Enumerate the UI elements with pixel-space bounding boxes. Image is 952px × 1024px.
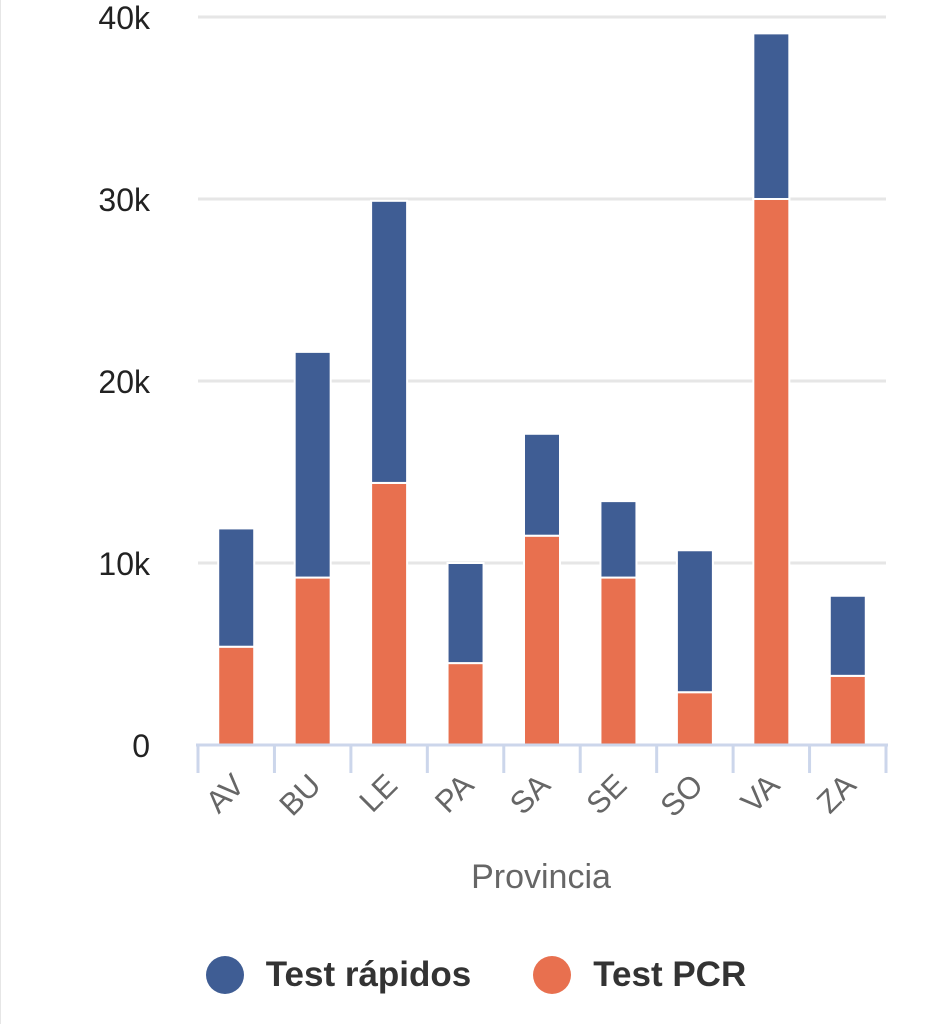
x-axis: AV BU LE PA SA SE SO VA ZA <box>196 743 888 824</box>
x-tick-label: VA <box>734 767 787 820</box>
legend-item-rapidos[interactable]: Test rápidos <box>205 955 472 995</box>
bar-bu-rapidos[interactable] <box>293 350 332 579</box>
x-tick-label: SE <box>579 767 633 821</box>
bar-za-pcr[interactable] <box>828 674 867 747</box>
chart-legend: Test rápidos Test PCR <box>0 945 952 1005</box>
legend-label-pcr: Test PCR <box>593 955 747 994</box>
bar-va-rapidos[interactable] <box>752 32 791 200</box>
y-tick-label: 40k <box>98 0 151 36</box>
bar-pa-rapidos[interactable] <box>446 562 485 665</box>
bar-le-pcr[interactable] <box>370 481 409 746</box>
bar-se-rapidos[interactable] <box>599 500 638 579</box>
bar-sa-rapidos[interactable] <box>523 432 561 537</box>
x-tick-label: BU <box>272 767 327 822</box>
y-tick-label: 30k <box>98 182 151 218</box>
bar-so-rapidos[interactable] <box>675 549 714 694</box>
page-edge <box>0 0 1 1024</box>
legend-marker-rapidos-icon <box>205 956 244 994</box>
legend-label-rapidos: Test rápidos <box>265 955 472 994</box>
bar-pa-pcr[interactable] <box>446 662 485 746</box>
bar-le-rapidos[interactable] <box>370 199 409 484</box>
bar-sa-pcr[interactable] <box>523 534 561 747</box>
x-tick-label: SA <box>503 767 557 821</box>
x-tick-label: LE <box>352 767 404 819</box>
bar-za-rapidos[interactable] <box>828 594 867 677</box>
bars <box>217 32 867 747</box>
x-tick-label: AV <box>199 767 252 820</box>
bar-bu-pcr[interactable] <box>293 576 332 746</box>
y-tick-label: 20k <box>98 364 151 400</box>
legend-item-pcr[interactable]: Test PCR <box>533 955 746 995</box>
bar-va-pcr[interactable] <box>752 198 791 746</box>
x-tick-label: PA <box>428 767 481 820</box>
y-axis-ticks: 0 10k 20k 30k 40k <box>98 0 151 764</box>
y-tick-label: 10k <box>98 546 151 582</box>
x-axis-title: Provincia <box>471 858 611 896</box>
y-tick-label: 0 <box>132 728 150 764</box>
bar-av-pcr[interactable] <box>217 645 256 746</box>
bar-av-rapidos[interactable] <box>217 527 256 648</box>
bar-so-pcr[interactable] <box>675 691 714 746</box>
x-tick-label: ZA <box>810 767 863 820</box>
bar-se-pcr[interactable] <box>599 576 638 746</box>
x-tick-label: SO <box>653 767 709 823</box>
legend-marker-pcr-icon <box>533 956 572 994</box>
